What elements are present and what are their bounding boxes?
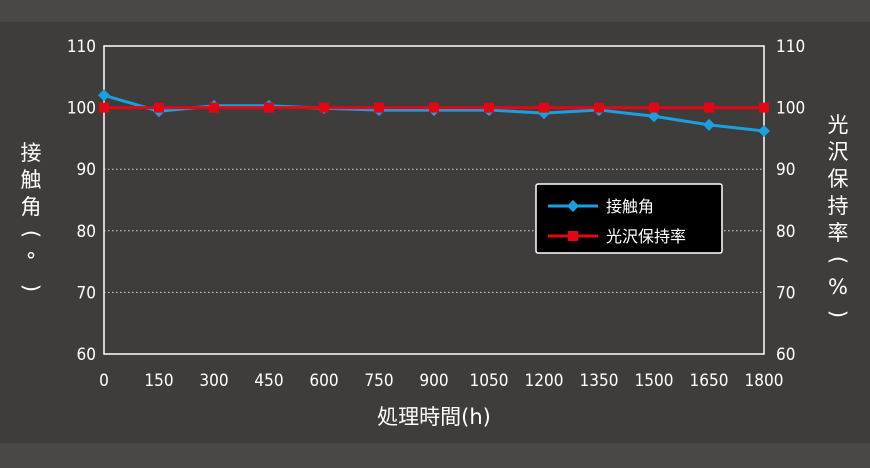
- left-y-tick-label: 80: [77, 222, 96, 242]
- legend-marker-contact-angle: [567, 200, 579, 212]
- axis-title-glyph: 保: [828, 167, 849, 191]
- axis-title-glyph: %: [828, 275, 848, 299]
- right-y-tick-label: 100: [776, 99, 805, 119]
- axis-title-glyph: 触: [21, 168, 42, 192]
- left-y-tick-label: 70: [77, 283, 96, 303]
- x-tick-label: 1500: [635, 371, 674, 391]
- series-layer: [98, 89, 770, 138]
- axis-title-glyph: (: [19, 230, 43, 238]
- x-tick-label: 1050: [470, 371, 509, 391]
- bottom-band: [0, 443, 870, 468]
- right-y-tick-label: 110: [776, 37, 805, 57]
- axis-title-glyph: 角: [21, 195, 42, 219]
- x-tick-label: 0: [99, 371, 109, 391]
- right-y-tick-label: 60: [776, 345, 795, 365]
- axis-title-glyph: 光: [828, 113, 849, 137]
- series-0-point: [98, 89, 110, 102]
- x-tick-label: 1650: [690, 371, 729, 391]
- series-0-point: [758, 125, 770, 138]
- series-1-point: [374, 102, 384, 113]
- right-y-tick-label: 80: [776, 222, 795, 242]
- legend-label-gloss: 光沢保持率: [606, 227, 686, 246]
- left-y-ticks: 110 100 90 80 70 60: [67, 37, 96, 365]
- series-1-point: [154, 102, 164, 113]
- x-tick-label: 450: [254, 371, 283, 391]
- x-tick-label: 1350: [580, 371, 619, 391]
- right-y-axis-title: 光沢保持率 (%): [826, 113, 850, 318]
- series-1-point: [704, 102, 714, 113]
- x-ticks: 0 150 300 450 600 750 900 1050 1200 1350 1500 1650 1…: [99, 371, 783, 391]
- left-y-tick-label: 60: [77, 345, 96, 365]
- axis-title-glyph: 接: [21, 141, 42, 165]
- left-y-axis-title: 接触角 ( °): [19, 141, 43, 292]
- series-0-point: [648, 110, 660, 123]
- legend: 接触角 光沢保持率: [535, 183, 723, 254]
- x-tick-label: 900: [419, 371, 448, 391]
- x-axis-title: 処理時間(h): [377, 405, 491, 429]
- right-y-tick-label: 90: [776, 160, 795, 180]
- series-1-point: [594, 102, 604, 113]
- x-tick-label: 1800: [745, 371, 784, 391]
- x-tick-label: 1200: [525, 371, 564, 391]
- legend-label-contact-angle: 接触角: [606, 197, 654, 216]
- x-tick-label: 750: [364, 371, 393, 391]
- series-1-point: [649, 102, 659, 113]
- right-y-tick-label: 70: [776, 283, 795, 303]
- x-tick-label: 150: [144, 371, 173, 391]
- axis-title-glyph: 沢: [828, 140, 849, 164]
- x-tick-label: 600: [309, 371, 338, 391]
- series-1-point: [209, 102, 219, 113]
- series-1-point: [484, 102, 494, 113]
- left-y-tick-label: 100: [67, 99, 96, 119]
- series-1-point: [539, 102, 549, 113]
- x-tick-label: 300: [199, 371, 228, 391]
- series-1-point: [319, 102, 329, 113]
- axis-title-glyph: ): [19, 284, 43, 292]
- series-1-point: [759, 102, 769, 113]
- top-band: [0, 0, 870, 22]
- axis-title-glyph: 持: [828, 194, 849, 218]
- axis-title-glyph: 率: [828, 221, 849, 245]
- series-1-point: [264, 102, 274, 113]
- left-y-tick-label: 90: [77, 160, 96, 180]
- axis-title-glyph: (: [826, 256, 850, 264]
- plot-frame: [103, 45, 765, 355]
- axis-title-glyph: °: [26, 249, 37, 273]
- series-0-point: [703, 118, 715, 131]
- series-1-point: [429, 102, 439, 113]
- left-y-tick-label: 110: [67, 37, 96, 57]
- right-y-ticks: 110 100 90 80 70 60: [776, 37, 805, 365]
- legend-marker-gloss: [568, 231, 578, 241]
- series-1-point: [99, 102, 109, 113]
- axis-title-glyph: ): [826, 310, 850, 318]
